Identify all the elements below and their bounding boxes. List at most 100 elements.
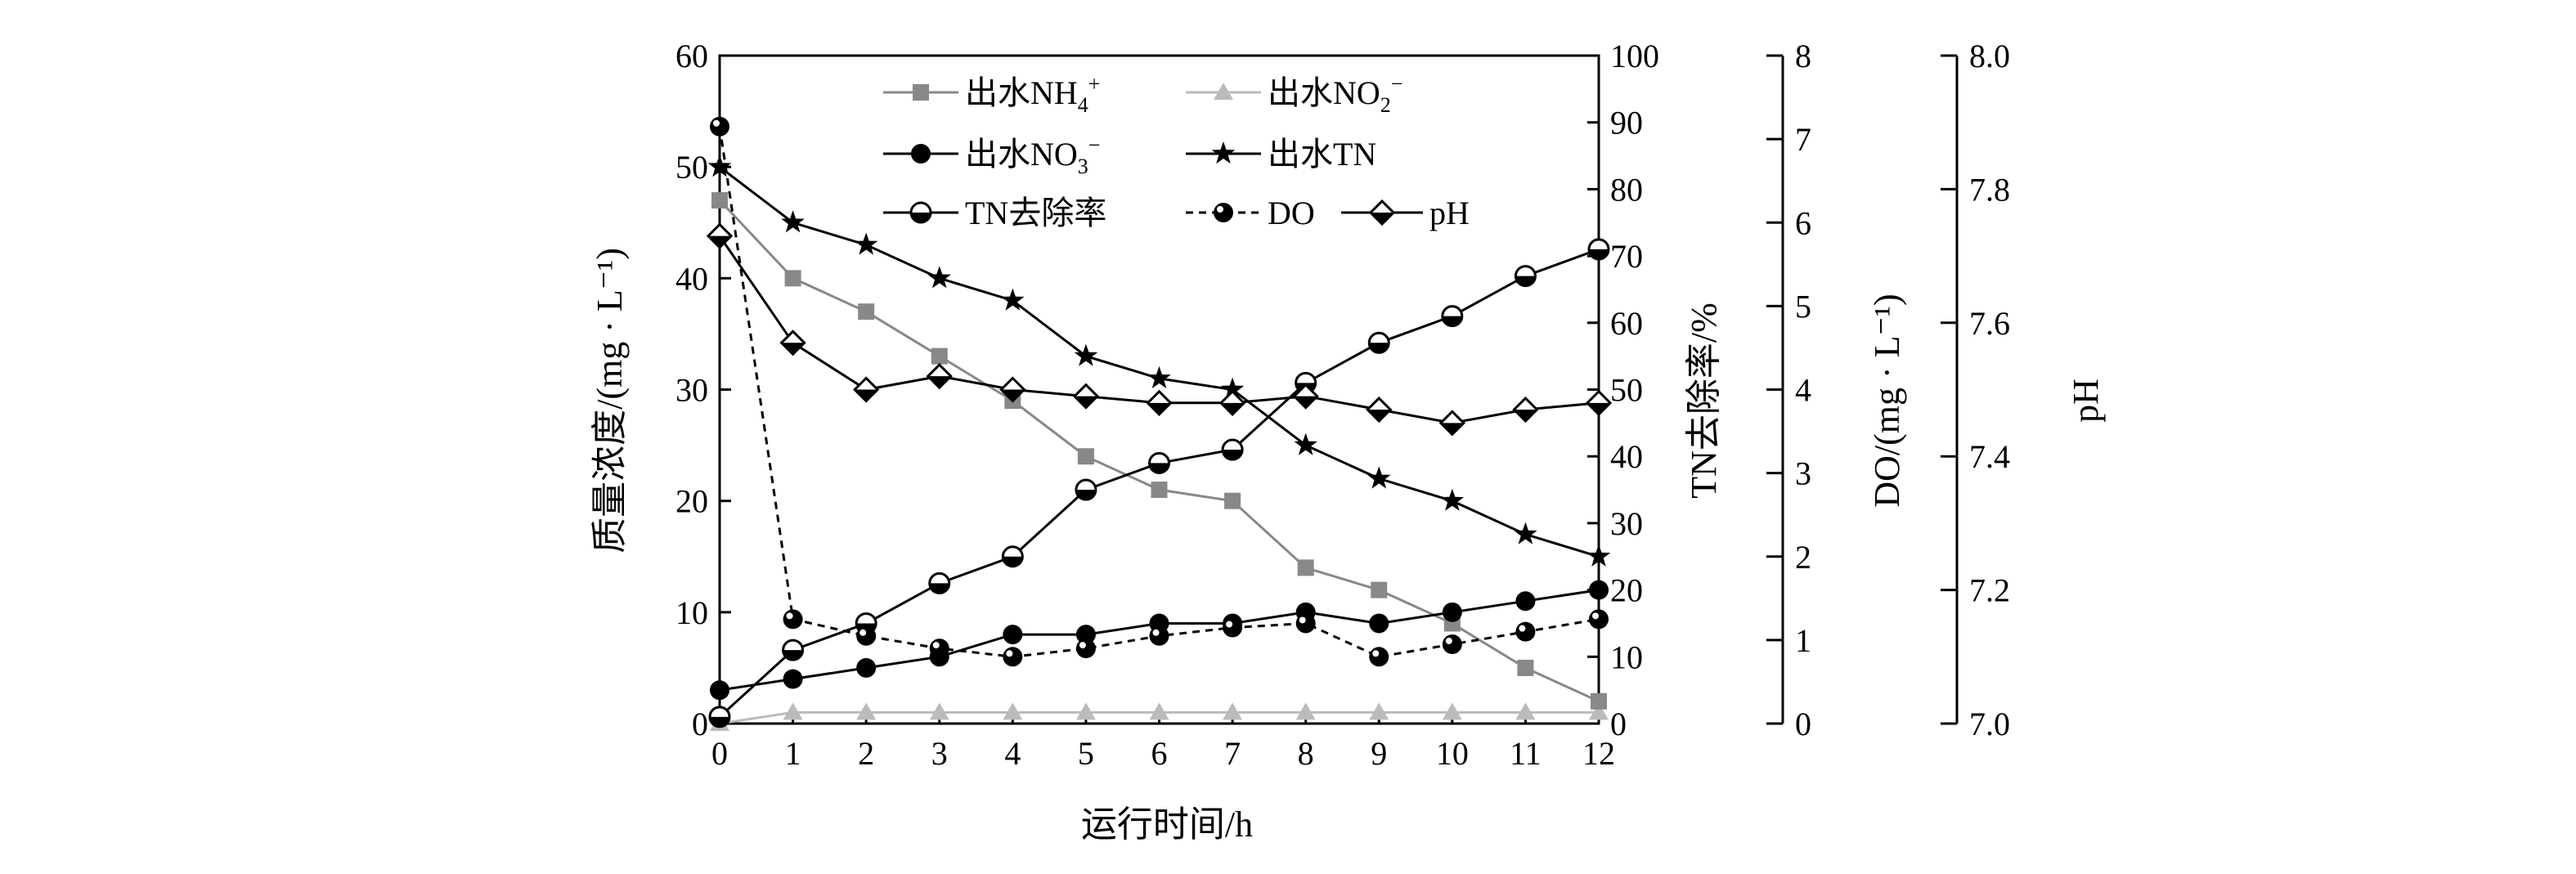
diamond-fill: [1514, 410, 1537, 422]
series-ph: [706, 222, 1613, 437]
data-point-no3: [710, 680, 729, 701]
legend-label-tnr: TN去除率: [965, 195, 1106, 231]
x-tick-label: 3: [931, 735, 948, 772]
ball-body: [1515, 621, 1536, 642]
axis-titles: 运行时间/h 质量浓度/(mg · L⁻¹) TN去除率/% DO/(mg · …: [590, 248, 2106, 845]
data-point-do: [1369, 647, 1389, 667]
diamond-fill: [781, 343, 805, 355]
right1-axis-title: TN去除率/%: [1684, 303, 1724, 499]
ball-body: [1214, 203, 1233, 222]
data-point-nh4: [1224, 492, 1241, 509]
ball-highlight: [932, 642, 940, 649]
data-point-tn: [1147, 365, 1171, 388]
data-point-ph: [1366, 396, 1393, 424]
data-point-tn: [1294, 433, 1317, 455]
legend-label-do: DO: [1268, 195, 1315, 231]
x-axis-title: 运行时间/h: [1081, 805, 1253, 845]
left-axis-title: 质量浓度/(mg · L⁻¹): [590, 248, 630, 554]
right2-tick-label: 0: [1795, 706, 1811, 742]
ball-highlight: [859, 629, 867, 636]
right1-tick-label: 0: [1610, 706, 1627, 742]
ball-highlight: [786, 612, 793, 620]
right1-tick-label: 20: [1610, 572, 1643, 609]
ball-body: [783, 609, 803, 630]
legend-swatch-marker: [1368, 199, 1396, 226]
legend-item-nh4: 出水NH4+: [883, 72, 1100, 117]
right1-tick-label: 80: [1610, 171, 1643, 208]
data-point-tn: [1586, 544, 1611, 567]
data-point-do: [710, 116, 729, 137]
data-point-no3: [1075, 625, 1096, 645]
data-point-no2: [1515, 702, 1536, 720]
diamond-fill: [1294, 396, 1317, 408]
x-tick-label: 7: [1224, 735, 1241, 772]
ball-highlight: [1217, 206, 1223, 213]
data-point-nh4: [784, 270, 801, 287]
data-point-no3: [1515, 591, 1536, 612]
data-point-do: [929, 639, 949, 659]
ball-body: [1149, 625, 1169, 646]
right2-tick-label: 4: [1795, 372, 1811, 409]
right3-tick-label: 7.4: [1969, 438, 2010, 475]
series-do: [710, 116, 1609, 667]
legend-swatch-marker: [1214, 203, 1233, 222]
half-circle-fill: [1515, 276, 1536, 286]
ball-body: [1223, 617, 1243, 638]
right1-tick-label: 30: [1610, 505, 1643, 542]
half-circle-fill: [783, 650, 803, 661]
legend-label-ph: pH: [1429, 195, 1470, 231]
data-point-do: [1295, 613, 1316, 634]
data-point-ph: [779, 329, 806, 356]
right1-tick-label: 90: [1610, 105, 1643, 141]
data-point-tn: [1001, 288, 1025, 311]
diamond-fill: [855, 389, 878, 401]
left-tick-label: 20: [675, 483, 708, 520]
legend-label-nh4: 出水NH4+: [965, 72, 1100, 117]
data-point-ph: [1512, 396, 1539, 424]
right3-tick-label: 7.8: [1969, 171, 2010, 208]
left-tick-label: 60: [675, 38, 708, 74]
data-point-ph: [853, 376, 880, 403]
x-tick-label: 9: [1371, 735, 1387, 772]
x-tick-label: 12: [1582, 735, 1615, 772]
data-point-no2: [1589, 702, 1609, 720]
series-no2: [710, 702, 1609, 731]
data-point-ph: [1218, 389, 1246, 416]
right1-tick-label: 60: [1610, 305, 1643, 342]
right3-tick-label: 7.0: [1969, 706, 2010, 742]
right2-tick-label: 8: [1795, 38, 1811, 74]
right2-tick-label: 3: [1795, 455, 1811, 492]
data-point-no2: [1003, 702, 1023, 720]
data-point-no2: [1295, 702, 1316, 720]
data-point-tn: [854, 232, 878, 255]
legend-item-do: DO: [1186, 195, 1315, 231]
half-circle-fill: [1223, 450, 1243, 460]
data-point-no2: [1369, 702, 1389, 720]
data-point-nh4: [1371, 581, 1388, 598]
data-point-tn: [1074, 343, 1098, 366]
x-tick-label: 10: [1436, 735, 1469, 772]
ball-highlight: [1519, 625, 1526, 632]
x-tick-label: 8: [1298, 735, 1314, 772]
right1-tick-label: 50: [1610, 372, 1643, 409]
data-point-ph: [926, 363, 953, 390]
data-point-do: [1223, 617, 1243, 638]
data-point-nh4: [931, 347, 948, 365]
data-point-nh4: [1077, 448, 1094, 465]
data-point-ph: [1585, 389, 1613, 416]
data-point-do: [1075, 639, 1096, 659]
data-point-no2: [856, 702, 877, 720]
diamond-fill: [927, 376, 951, 388]
data-point-do: [1589, 609, 1609, 630]
legend-item-tnr: TN去除率: [883, 195, 1106, 231]
legend: 出水NH4+ 出水NO2− 出水NO3− 出水TN TN去除率 DO pH: [883, 72, 1470, 231]
diamond-fill: [1587, 402, 1610, 415]
right3-tick-label: 7.6: [1969, 305, 2010, 342]
x-tick-label: 11: [1510, 735, 1542, 772]
data-point-tn: [1514, 522, 1537, 545]
data-point-do: [1442, 634, 1462, 654]
data-point-nh4: [1591, 692, 1607, 710]
ball-body: [1589, 609, 1609, 630]
data-point-nh4: [711, 192, 728, 209]
